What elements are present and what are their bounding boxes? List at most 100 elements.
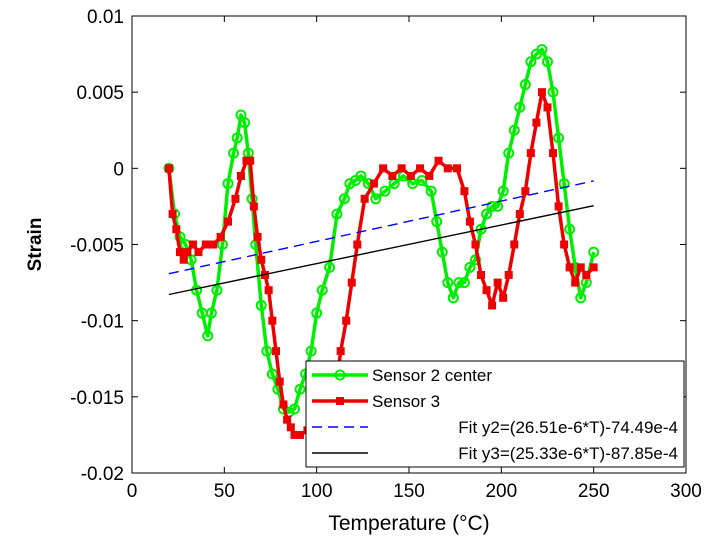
data-point bbox=[236, 171, 245, 180]
legend-marker bbox=[336, 397, 344, 405]
data-point bbox=[453, 277, 465, 289]
data-point bbox=[338, 193, 350, 205]
data-point bbox=[286, 423, 295, 432]
data-point bbox=[460, 187, 469, 196]
data-point bbox=[526, 149, 535, 158]
data-point bbox=[344, 178, 356, 190]
data-point bbox=[465, 217, 474, 226]
data-point bbox=[347, 278, 356, 287]
data-point bbox=[183, 248, 192, 257]
data-point bbox=[510, 240, 519, 249]
data-point bbox=[425, 185, 437, 197]
data-point bbox=[431, 216, 443, 228]
data-point bbox=[261, 345, 273, 357]
data-point bbox=[475, 223, 487, 235]
series-line bbox=[168, 205, 594, 296]
data-point bbox=[575, 292, 587, 304]
x-tick-label: 250 bbox=[578, 481, 610, 502]
data-point bbox=[515, 210, 524, 219]
data-point bbox=[564, 223, 576, 235]
y-tick-label: -0.02 bbox=[81, 464, 124, 485]
data-point bbox=[488, 301, 497, 310]
data-point bbox=[582, 270, 591, 279]
data-point bbox=[576, 263, 585, 272]
x-axis-label: Temperature (°C) bbox=[328, 512, 489, 535]
series-line bbox=[167, 47, 596, 414]
data-point bbox=[342, 316, 351, 325]
data-point bbox=[416, 164, 425, 173]
data-point bbox=[289, 403, 301, 415]
data-point bbox=[443, 164, 452, 173]
data-point bbox=[369, 179, 378, 188]
data-point bbox=[257, 255, 266, 264]
data-point bbox=[296, 430, 305, 439]
data-point bbox=[275, 377, 284, 386]
x-tick-label: 0 bbox=[127, 481, 138, 502]
data-point bbox=[521, 187, 530, 196]
data-point bbox=[571, 278, 580, 287]
data-point bbox=[442, 277, 454, 289]
data-point bbox=[549, 149, 558, 158]
data-point bbox=[481, 208, 493, 220]
data-point bbox=[331, 208, 343, 220]
x-tick-label: 100 bbox=[301, 481, 333, 502]
data-point bbox=[370, 193, 382, 205]
data-point bbox=[434, 156, 443, 165]
data-point bbox=[477, 270, 486, 279]
data-point bbox=[547, 86, 559, 98]
data-point bbox=[279, 400, 288, 409]
data-point bbox=[471, 240, 480, 249]
series-4 bbox=[168, 205, 594, 296]
data-point bbox=[379, 185, 391, 197]
data-point bbox=[453, 164, 462, 173]
data-point bbox=[458, 277, 470, 289]
data-point bbox=[379, 164, 388, 173]
data-point bbox=[253, 232, 262, 241]
data-point bbox=[589, 263, 598, 272]
y-tick-label: -0.01 bbox=[81, 312, 124, 333]
data-point bbox=[543, 103, 552, 112]
data-point bbox=[532, 118, 541, 127]
data-point bbox=[504, 270, 513, 279]
legend-marker bbox=[334, 369, 346, 381]
data-point bbox=[255, 299, 267, 311]
data-point bbox=[216, 232, 225, 241]
data-point bbox=[268, 316, 277, 325]
data-point bbox=[294, 383, 306, 395]
data-point bbox=[211, 284, 223, 296]
data-point bbox=[316, 284, 328, 296]
data-point bbox=[305, 345, 317, 357]
marks-layer bbox=[163, 44, 600, 439]
data-point bbox=[205, 307, 217, 319]
data-point bbox=[537, 88, 546, 97]
y-axis-label: Strain bbox=[25, 218, 46, 272]
data-point bbox=[164, 164, 173, 173]
series-3 bbox=[168, 180, 594, 275]
data-point bbox=[209, 240, 218, 249]
series-line bbox=[168, 180, 594, 275]
data-point bbox=[536, 44, 548, 56]
x-tick-label: 150 bbox=[393, 481, 425, 502]
data-point bbox=[514, 101, 526, 113]
data-point bbox=[231, 194, 240, 203]
y-tick-label: 0.01 bbox=[87, 7, 124, 28]
data-point bbox=[525, 56, 537, 68]
y-tick-label: -0.005 bbox=[70, 236, 124, 257]
legend-label: Fit y3=(25.33e-6*T)-87.85e-4 bbox=[458, 444, 678, 463]
data-point bbox=[482, 286, 491, 295]
data-point bbox=[355, 170, 367, 182]
x-tick-label: 50 bbox=[214, 481, 235, 502]
data-point bbox=[447, 292, 459, 304]
series-1 bbox=[163, 44, 600, 418]
x-tick-label: 300 bbox=[670, 481, 702, 502]
data-point bbox=[353, 240, 362, 249]
y-tick-label: 0.005 bbox=[76, 83, 124, 104]
data-point bbox=[388, 171, 397, 180]
data-point bbox=[179, 255, 188, 264]
data-point bbox=[264, 286, 273, 295]
series-2 bbox=[164, 88, 598, 439]
data-point bbox=[228, 147, 240, 159]
data-point bbox=[588, 246, 600, 258]
data-point bbox=[406, 171, 415, 180]
